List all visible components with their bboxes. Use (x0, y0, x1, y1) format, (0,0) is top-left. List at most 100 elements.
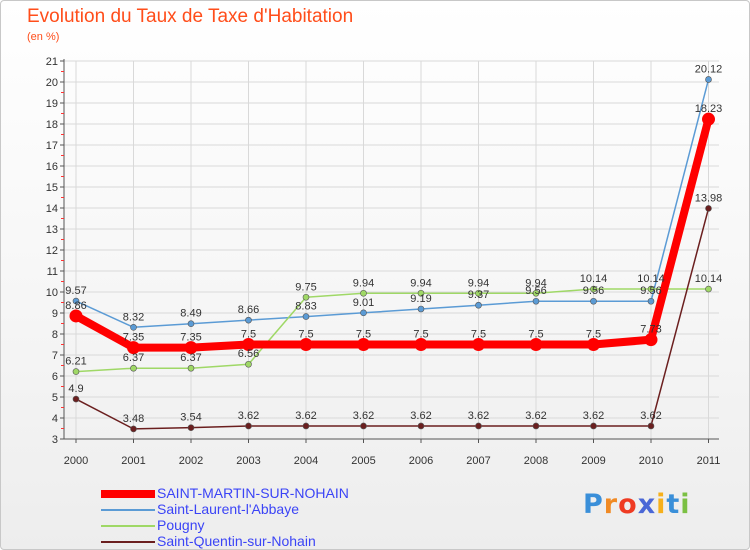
data-point (705, 76, 712, 83)
data-label: 9.57 (65, 285, 86, 297)
x-tick-label: 2006 (409, 455, 433, 467)
data-point (184, 341, 198, 355)
legend-label: Saint-Laurent-l'Abbaye (157, 501, 299, 517)
y-tick-label: 18 (46, 119, 58, 131)
y-tick-label: 7 (52, 350, 58, 362)
data-point (302, 293, 310, 301)
logo-letter: x (637, 489, 657, 520)
x-tick-label: 2001 (121, 455, 145, 467)
data-label: 9.94 (468, 277, 489, 289)
data-label: 9.56 (525, 285, 546, 297)
data-label: 8.66 (238, 304, 259, 316)
data-point (647, 297, 655, 305)
data-label: 3.54 (180, 412, 201, 424)
data-point (130, 364, 137, 372)
data-point (299, 338, 313, 351)
data-label: 9.75 (295, 281, 316, 293)
data-label: 7.35 (123, 332, 144, 344)
data-label: 13.98 (695, 192, 723, 204)
legend-label: Pougny (157, 517, 205, 533)
data-point (72, 297, 80, 305)
data-point (705, 205, 712, 212)
data-label: 4.9 (68, 383, 83, 395)
y-tick-label: 8 (52, 329, 58, 341)
x-tick-label: 2005 (351, 455, 375, 467)
y-tick-label: 20 (46, 77, 58, 89)
data-point (647, 422, 655, 430)
y-tick-label: 12 (46, 245, 58, 257)
legend-swatch (101, 525, 155, 527)
data-point (187, 364, 195, 372)
data-point (590, 285, 597, 293)
data-point (130, 323, 137, 331)
x-tick-label: 2002 (179, 455, 203, 467)
data-point (417, 305, 425, 313)
data-point (72, 395, 80, 403)
data-point (72, 368, 80, 375)
y-tick-label: 11 (47, 266, 58, 278)
y-tick-label: 10 (46, 287, 58, 299)
series-pougny (72, 285, 712, 375)
data-point (647, 285, 655, 293)
y-axis-unit-label: (en %) (27, 31, 60, 43)
data-label: 8.86 (65, 300, 86, 312)
y-tick-label: 3 (52, 434, 58, 446)
data-label: 9.01 (353, 297, 374, 309)
data-label: 8.49 (180, 308, 201, 320)
data-label: 3.62 (295, 410, 316, 422)
data-point (414, 338, 428, 351)
data-label: 20.12 (695, 63, 723, 75)
y-tick-label: 5 (52, 392, 58, 404)
data-point (587, 338, 600, 351)
data-point (417, 422, 425, 430)
data-label: 8.83 (295, 301, 316, 313)
data-point (702, 112, 715, 126)
series-line (75, 207, 710, 430)
data-label: 9.94 (525, 277, 546, 289)
data-point (360, 422, 367, 430)
y-tick-label: 6 (52, 371, 58, 383)
data-point (475, 422, 482, 430)
y-tick-label: 21 (46, 56, 58, 68)
data-label: 3.62 (410, 410, 431, 422)
data-label: 10.14 (695, 273, 723, 285)
logo-letter: r (603, 489, 619, 520)
data-point (472, 338, 485, 351)
data-label: 9.37 (468, 289, 489, 301)
data-label: 3.62 (583, 410, 604, 422)
data-label: 7.5 (241, 329, 256, 341)
data-label: 6.21 (65, 356, 86, 368)
data-label: 6.37 (180, 352, 201, 364)
logo-letter: t (666, 489, 681, 520)
legend-label: SAINT-MARTIN-SUR-NOHAIN (157, 485, 349, 501)
data-point (417, 289, 425, 297)
data-point (532, 422, 540, 430)
x-tick-label: 2008 (524, 455, 548, 467)
y-tick-label: 13 (46, 224, 58, 236)
data-label: 18.23 (695, 103, 723, 115)
data-label: 3.62 (525, 410, 546, 422)
data-label: 6.37 (123, 352, 144, 364)
x-tick-label: 2007 (466, 455, 490, 467)
data-point (302, 313, 310, 320)
y-tick-label: 16 (46, 161, 58, 173)
series-saint-laurent-l-abbaye (72, 76, 712, 331)
data-label: 9.94 (353, 277, 374, 289)
data-point (360, 309, 367, 317)
y-tick-label: 15 (46, 182, 58, 194)
data-point (242, 338, 255, 351)
data-label: 7.5 (413, 329, 428, 341)
series-saint-martin-sur-nohain (69, 112, 715, 355)
data-point (475, 289, 482, 297)
data-point (529, 338, 543, 351)
data-point (360, 289, 367, 297)
data-label: 10.14 (580, 273, 608, 285)
y-tick-label: 17 (46, 140, 58, 152)
data-point (245, 422, 252, 430)
data-label: 3.62 (640, 410, 661, 422)
data-label: 8.32 (123, 311, 144, 323)
data-point (357, 338, 370, 351)
data-label: 7.5 (586, 329, 601, 341)
